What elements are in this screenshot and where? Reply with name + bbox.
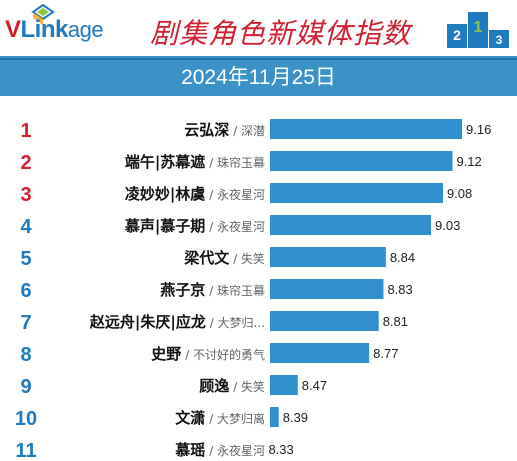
drama-name: / 永夜星河: [205, 187, 265, 202]
drama-name: / 不讨好的勇气: [181, 347, 265, 362]
drama-name: / 大梦归离: [205, 411, 265, 426]
character-label: 端午|苏幕遮 / 珠帘玉幕: [125, 153, 265, 172]
score-bar: [270, 279, 384, 299]
drama-name: / 大梦归...: [206, 316, 265, 330]
score-bar: [270, 215, 432, 235]
drama-name: / 珠帘玉幕: [205, 155, 265, 170]
rank-number: 10: [15, 408, 37, 430]
svg-text:2: 2: [453, 27, 461, 43]
score-value: 9.03: [435, 218, 460, 233]
date-banner: 2024年11月25日: [0, 56, 517, 96]
score-value: 8.77: [373, 346, 398, 361]
podium-123-icon: 2 1 3: [447, 12, 509, 48]
rank-number: 7: [20, 312, 31, 334]
score-value: 8.39: [283, 410, 308, 425]
rank-number: 2: [20, 152, 31, 174]
character-name: 慕瑶: [174, 441, 205, 459]
character-name: 顾逸: [199, 377, 229, 395]
rank-number: 6: [20, 280, 31, 302]
character-name: 云弘深: [184, 121, 229, 139]
score-value: 8.47: [302, 378, 327, 393]
character-label: 慕声|慕子期 / 永夜星河: [124, 217, 265, 236]
score-value: 9.16: [466, 122, 491, 137]
score-bar: [270, 407, 279, 427]
character-name: 端午|苏幕遮: [125, 153, 205, 172]
logo-word-age: age: [67, 17, 104, 42]
score-value: 8.83: [387, 282, 412, 297]
vlinkage-logo-icon: [31, 4, 55, 25]
drama-name: / 深潜: [229, 124, 265, 138]
drama-name: / 永夜星河: [205, 443, 265, 458]
character-name: 燕子京: [160, 281, 205, 299]
score-value: 9.12: [456, 154, 481, 169]
logo-word-link: Link: [20, 16, 69, 43]
character-label: 顾逸 / 失笑: [199, 377, 265, 395]
svg-text:3: 3: [496, 33, 503, 47]
score-bar: [270, 119, 462, 139]
ranking-bar-chart: 1 云弘深 / 深潜 9.16 2 端午|苏幕遮 / 珠帘玉幕 9.12 3 凌妙妙|林虞 /…: [15, 119, 491, 461]
logo-letter-v: V: [5, 16, 21, 43]
character-label: 慕瑶 / 永夜星河: [174, 441, 265, 459]
score-value: 9.08: [447, 186, 472, 201]
score-bar: [270, 343, 370, 363]
score-bar: [270, 151, 453, 171]
character-label: 文潇 / 大梦归离: [175, 409, 265, 427]
character-label: 梁代文 / 失笑: [183, 249, 265, 267]
header: VLinkage 剧集角色新媒体指数 2 1 3: [0, 0, 517, 56]
rank-number: 9: [20, 376, 31, 398]
character-name: 文潇: [175, 409, 205, 427]
rank-number: 8: [20, 344, 31, 366]
rank-number: 4: [20, 216, 32, 238]
score-value: 8.81: [383, 314, 408, 329]
rank-number: 5: [20, 248, 31, 270]
score-bar: [270, 375, 298, 395]
rank-number: 1: [20, 120, 31, 142]
character-name: 梁代文: [183, 249, 230, 267]
drama-name: / 珠帘玉幕: [205, 283, 265, 298]
svg-text:1: 1: [474, 19, 483, 36]
rank-number: 3: [20, 184, 31, 206]
character-name: 慕声|慕子期: [124, 217, 205, 236]
character-name: 凌妙妙|林虞: [125, 185, 206, 204]
character-name: 赵远舟|朱厌|应龙: [89, 313, 206, 332]
character-label: 史野 / 不讨好的勇气: [151, 345, 265, 363]
page-title: 剧集角色新媒体指数: [150, 17, 412, 50]
character-label: 赵远舟|朱厌|应龙 / 大梦归...: [89, 313, 265, 332]
report-date: 2024年11月25日: [181, 66, 336, 89]
character-label: 凌妙妙|林虞 / 永夜星河: [125, 185, 265, 204]
rank-number: 11: [15, 440, 36, 461]
score-bar: [270, 183, 443, 203]
brand-logo: VLinkage: [5, 16, 104, 44]
score-value: 8.84: [390, 250, 415, 265]
character-name: 史野: [151, 345, 181, 363]
drama-name: / 失笑: [229, 379, 265, 394]
score-bar: [270, 311, 379, 331]
score-bar: [270, 247, 386, 267]
character-label: 云弘深 / 深潜: [184, 121, 265, 139]
drama-name: / 失笑: [229, 251, 265, 266]
drama-name: / 永夜星河: [205, 219, 265, 234]
character-label: 燕子京 / 珠帘玉幕: [160, 281, 265, 299]
score-value: 8.33: [268, 442, 293, 457]
